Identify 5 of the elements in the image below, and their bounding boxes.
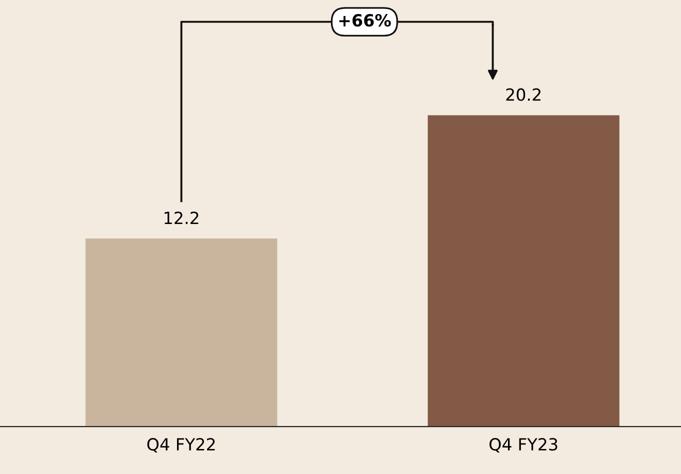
data-label: 20.2 [506,88,540,101]
text: +66% [339,14,391,27]
x-tick-label: Q4 FY22 [147,438,215,453]
x-tick-label: Q4 FY23 [490,438,558,453]
data-label: 12.2 [164,212,198,224]
